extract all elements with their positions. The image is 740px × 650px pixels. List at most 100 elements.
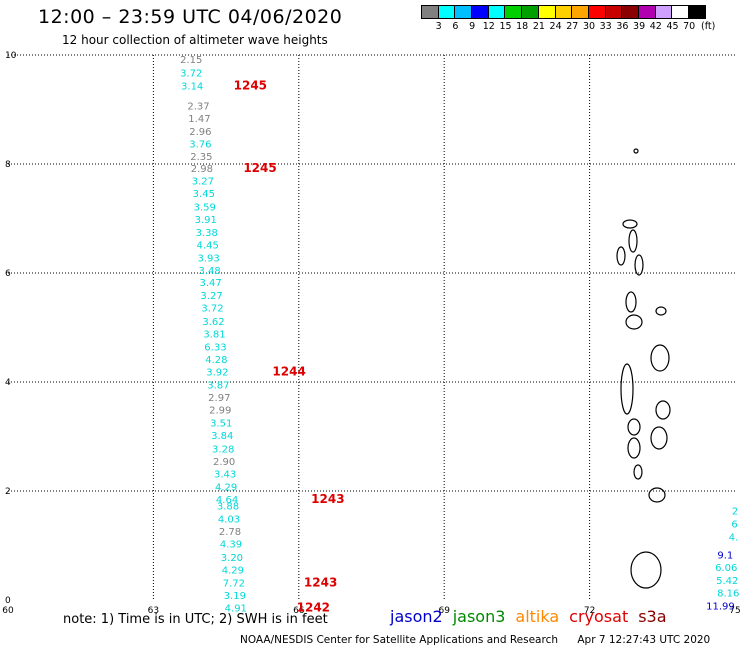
wave-height-label: 6.06 (715, 563, 737, 574)
wave-height-label: 4.45 (197, 240, 219, 251)
y-tick-label: 10 (5, 51, 17, 61)
coastline-island (625, 314, 643, 330)
legend-label: 27 (566, 21, 579, 32)
legend-label: 36 (616, 21, 629, 32)
wave-height-label: 3.27 (192, 177, 214, 188)
legend-label: 45 (666, 21, 679, 32)
y-tick-label: 2 (5, 487, 11, 497)
wave-height-label: 2.37 (187, 102, 209, 113)
source-credit: NOAA/NESDIS Center for Satellite Applica… (240, 634, 558, 646)
generated-timestamp: Apr 7 12:27:43 UTC 2020 (577, 634, 711, 646)
legend-label: 6 (452, 21, 459, 32)
wave-height-label: 3.20 (221, 553, 243, 564)
wave-height-label: 3.48 (198, 266, 220, 277)
wave-height-label: 4.91 (225, 603, 247, 614)
wave-height-label: 3.92 (206, 367, 228, 378)
legend-label: 15 (499, 21, 512, 32)
satellite-jason2: jason2 (390, 607, 443, 626)
wave-height-label: 4.03 (218, 515, 240, 526)
x-tick-label: 63 (148, 606, 159, 616)
color-legend-labels: 3 6 9 12 15 18 21 24 27 30 33 36 39 42 45 70 (ft) (421, 21, 740, 35)
legend-label: 9 (469, 21, 476, 32)
pass-number-label: 1243 (304, 575, 337, 589)
wave-height-label: 3.28 (212, 444, 234, 455)
legend-label: 33 (599, 21, 612, 32)
wave-height-label: 1.47 (188, 114, 210, 125)
satellite-cryosat: cryosat (569, 607, 629, 626)
satellite-s3a: s3a (638, 607, 667, 626)
wave-height-label: 2 (732, 506, 738, 517)
wave-height-label: 3.59 (194, 202, 216, 213)
wave-height-label: 3.51 (210, 419, 232, 430)
wave-height-label: 3.47 (199, 278, 221, 289)
wave-height-label: 3.91 (195, 215, 217, 226)
coastline-island (650, 344, 670, 372)
coastline-island (650, 426, 668, 450)
coastline-island (634, 254, 644, 276)
coastline-island (655, 306, 667, 316)
x-tick-label: 72 (584, 606, 595, 616)
y-tick-label: 6 (5, 269, 11, 279)
legend-label: 18 (516, 21, 529, 32)
pass-number-label: 1242 (297, 600, 330, 614)
legend-swatch (688, 5, 706, 19)
wave-height-label: 7.72 (223, 578, 245, 589)
y-tick-label: 8 (5, 160, 11, 170)
wave-height-label: 3.43 (214, 469, 236, 480)
wave-height-label: 3.72 (180, 68, 202, 79)
x-tick-label: 60 (2, 606, 14, 616)
wave-height-label: 3.72 (201, 304, 223, 315)
wave-height-label: 2.97 (208, 393, 230, 404)
coastline-island (633, 148, 639, 154)
wave-height-label: 4. (729, 533, 739, 544)
wave-height-label: 2.15 (180, 55, 202, 66)
wave-height-label: 5.42 (716, 576, 738, 587)
coastline-island (627, 418, 641, 436)
legend-label: 24 (549, 21, 562, 32)
wave-height-label: 3.62 (202, 317, 224, 328)
color-legend (421, 5, 706, 19)
wave-height-label: 2.90 (213, 457, 235, 468)
legend-label: 21 (532, 21, 545, 32)
y-tick-label: 4 (5, 378, 11, 388)
wave-height-label: 3.14 (181, 81, 203, 92)
pass-number-label: 1245 (234, 78, 267, 92)
pass-number-label: 1243 (311, 492, 344, 506)
wave-height-label: 2.78 (219, 527, 241, 538)
wave-height-label: 6.33 (204, 342, 226, 353)
legend-label: 42 (649, 21, 662, 32)
wave-height-label: 3.38 (196, 228, 218, 239)
coastline-island (620, 363, 634, 415)
wave-height-label: 4.64 (216, 495, 238, 506)
coastline-island (627, 437, 641, 459)
wave-height-label: 3.76 (189, 140, 211, 151)
wave-height-label: 3.45 (193, 189, 215, 200)
wave-height-label: 3.19 (224, 591, 246, 602)
wave-height-label: 4.39 (220, 540, 242, 551)
units-note: note: 1) Time is in UTC; 2) SWH is in fe… (63, 612, 328, 627)
legend-label: 3 (435, 21, 442, 32)
legend-label: 70 (683, 21, 696, 32)
wave-height-label: 2.99 (209, 406, 231, 417)
wave-height-label: 3.81 (203, 329, 225, 340)
coastline-island (630, 551, 662, 589)
wave-height-label: 4.29 (222, 565, 244, 576)
wave-height-label: 3.27 (200, 291, 222, 302)
coastline-island (633, 464, 643, 480)
coastline-island (628, 229, 638, 253)
legend-label: 30 (582, 21, 596, 32)
legend-label: 12 (482, 21, 495, 32)
wave-height-label: 4.28 (205, 355, 227, 366)
wave-height-label: 4.29 (215, 482, 237, 493)
map-title: 12:00 – 23:59 UTC 04/06/2020 (38, 6, 343, 28)
wave-height-label: 3.88 (217, 502, 239, 513)
y-tick-label: 0 (5, 596, 11, 606)
x-tick-label: 66 (293, 606, 305, 616)
satellite-jason3: jason3 (452, 607, 506, 626)
wave-height-label: 6 (731, 520, 737, 531)
x-tick-label: 75 (729, 606, 740, 616)
wave-height-label: 11.99 (706, 601, 735, 612)
footer: NOAA/NESDIS Center for Satellite Applica… (240, 634, 726, 646)
wave-height-label: 2.96 (189, 127, 211, 138)
